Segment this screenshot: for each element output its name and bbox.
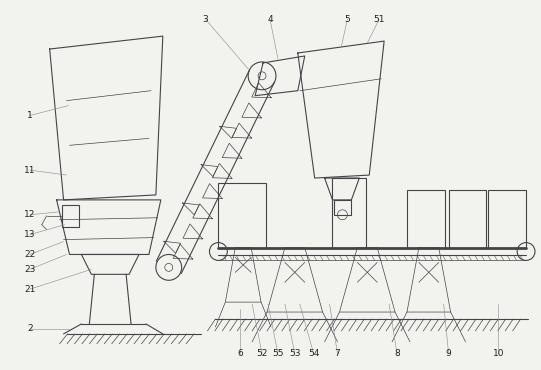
Text: 54: 54: [308, 349, 319, 358]
Bar: [489, 190, 526, 248]
Text: 8: 8: [394, 349, 400, 358]
Text: 52: 52: [256, 349, 268, 358]
Text: 53: 53: [289, 349, 301, 358]
Text: 6: 6: [237, 349, 243, 358]
Bar: [333, 200, 352, 215]
Text: 1: 1: [27, 111, 32, 120]
Text: 5: 5: [345, 15, 350, 24]
Text: 7: 7: [335, 349, 340, 358]
Text: 11: 11: [24, 166, 36, 175]
Text: 3: 3: [203, 15, 208, 24]
Text: 4: 4: [267, 15, 273, 24]
Bar: [219, 183, 266, 248]
Text: 13: 13: [24, 230, 36, 239]
Text: 21: 21: [24, 285, 36, 294]
Text: 9: 9: [446, 349, 452, 358]
Text: 12: 12: [24, 210, 36, 219]
Text: 10: 10: [492, 349, 504, 358]
Bar: [62, 205, 80, 227]
Text: 23: 23: [24, 265, 36, 274]
Text: 2: 2: [27, 324, 32, 333]
Text: 55: 55: [272, 349, 283, 358]
Text: 51: 51: [373, 15, 385, 24]
Bar: [407, 190, 445, 248]
Bar: [332, 178, 366, 248]
Text: 22: 22: [24, 250, 36, 259]
Bar: [448, 190, 486, 248]
